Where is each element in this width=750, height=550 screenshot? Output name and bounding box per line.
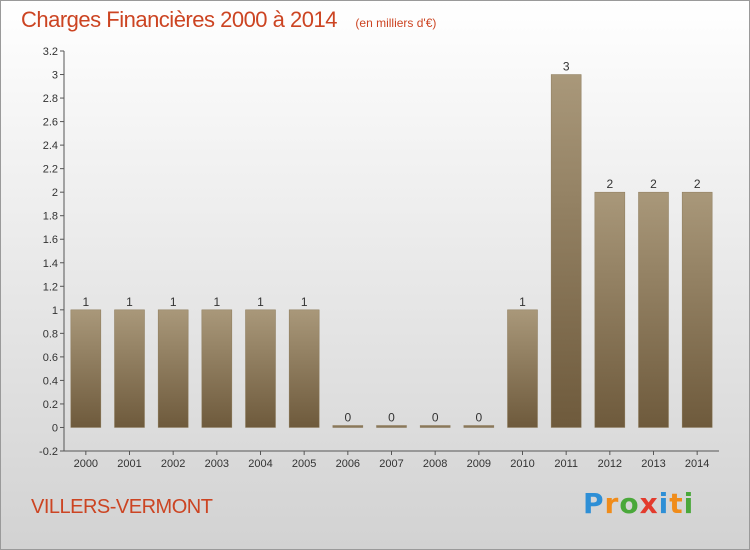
y-axis: -0.2 0 0.2 0.4 0.6 0.8 1 1.2 1.4 1.6 1.8 2 2.2 2.4 2.6… <box>39 46 65 458</box>
chart-title: Charges Financières 2000 à 2014 <box>21 7 337 32</box>
data-label-2013: 2 <box>650 177 657 191</box>
bar-2004 <box>245 309 276 428</box>
bar-2014 <box>681 191 713 428</box>
x-tick-label-2013: 2013 <box>641 458 665 470</box>
y-tick-label: 1.6 <box>43 234 58 246</box>
y-tick-label: 2.2 <box>43 164 58 176</box>
y-tick-label: -0.2 <box>39 446 58 458</box>
data-label-2001: 1 <box>126 295 133 309</box>
x-tick-label-2006: 2006 <box>336 458 360 470</box>
bar-2000 <box>70 309 102 428</box>
bar-2001 <box>114 309 145 428</box>
y-tick-label: 2.6 <box>43 117 58 129</box>
x-tick-label-2005: 2005 <box>292 458 316 470</box>
data-label-2006: 0 <box>344 410 351 424</box>
data-label-2008: 0 <box>432 410 439 424</box>
x-axis: 2000 2001 2002 2003 2004 2005 2006 2007 2008 2009… <box>64 450 719 470</box>
logo-letter: r <box>604 487 620 520</box>
y-tick-label: 1.8 <box>43 211 58 223</box>
y-tick-label: 0.2 <box>43 399 58 411</box>
data-label-2012: 2 <box>606 177 613 191</box>
y-tick-label: 2 <box>52 187 58 199</box>
bar-2002 <box>157 309 189 428</box>
data-label-2000: 1 <box>82 295 89 309</box>
bar-2003 <box>201 309 233 428</box>
x-tick-label-2003: 2003 <box>205 458 229 470</box>
y-tick-label: 0.4 <box>43 375 58 387</box>
y-tick-label: 1.2 <box>43 281 58 293</box>
x-tick-label-2009: 2009 <box>467 458 491 470</box>
x-tick-label-2012: 2012 <box>598 458 622 470</box>
logo-letter: x <box>639 487 659 520</box>
bar-2006 <box>332 425 364 428</box>
bar-2011 <box>550 74 582 428</box>
bar-2013 <box>638 191 669 428</box>
x-tick-label-2010: 2010 <box>510 458 534 470</box>
logo-letter: P <box>583 487 605 520</box>
y-tick-label: 1.4 <box>43 258 58 270</box>
y-tick-label: 3.2 <box>43 46 58 58</box>
x-tick-label-2007: 2007 <box>379 458 403 470</box>
bar-2008 <box>419 425 451 428</box>
data-label-2010: 1 <box>519 295 526 309</box>
x-tick-label-2014: 2014 <box>685 458 709 470</box>
y-tick-label: 0.6 <box>43 352 58 364</box>
bar-2009 <box>463 425 495 428</box>
data-label-2009: 0 <box>475 410 482 424</box>
logo-letter: i <box>683 487 695 520</box>
proxiti-logo: Proxiti <box>583 487 694 520</box>
y-tick-label: 0.8 <box>43 328 58 340</box>
data-label-2003: 1 <box>213 295 220 309</box>
y-tick-label: 1 <box>52 305 58 317</box>
bar-2005 <box>288 309 320 428</box>
data-label-2011: 3 <box>563 60 570 74</box>
bar-2007 <box>376 425 407 428</box>
y-tick-label: 0 <box>52 422 58 434</box>
logo-letter: o <box>619 487 640 520</box>
y-tick-label: 2.4 <box>43 140 58 152</box>
data-label-2005: 1 <box>301 295 308 309</box>
x-tick-label-2002: 2002 <box>161 458 185 470</box>
data-label-2007: 0 <box>388 410 395 424</box>
data-label-2014: 2 <box>694 177 701 191</box>
x-tick-label-2000: 2000 <box>74 458 98 470</box>
location-name: VILLERS-VERMONT <box>31 496 213 518</box>
y-tick-label: 2.8 <box>43 93 58 105</box>
bar-2012 <box>594 191 626 428</box>
x-tick-label-2008: 2008 <box>423 458 447 470</box>
data-label-2004: 1 <box>257 295 264 309</box>
bar-2010 <box>507 309 538 428</box>
x-tick-label-2004: 2004 <box>248 458 272 470</box>
x-tick-label-2011: 2011 <box>554 458 578 470</box>
data-label-2002: 1 <box>170 295 177 309</box>
logo-letter: t <box>669 487 684 520</box>
bars: 1 1 1 1 1 1 0 0 0 0 1 3 2 2 2 <box>70 60 713 428</box>
y-tick-label: 3 <box>52 70 58 82</box>
chart-subtitle: (en milliers d'€) <box>355 16 437 30</box>
title-row: Charges Financières 2000 à 2014 (en mill… <box>21 7 436 33</box>
x-tick-label-2001: 2001 <box>117 458 141 470</box>
logo-letter: i <box>658 487 670 520</box>
